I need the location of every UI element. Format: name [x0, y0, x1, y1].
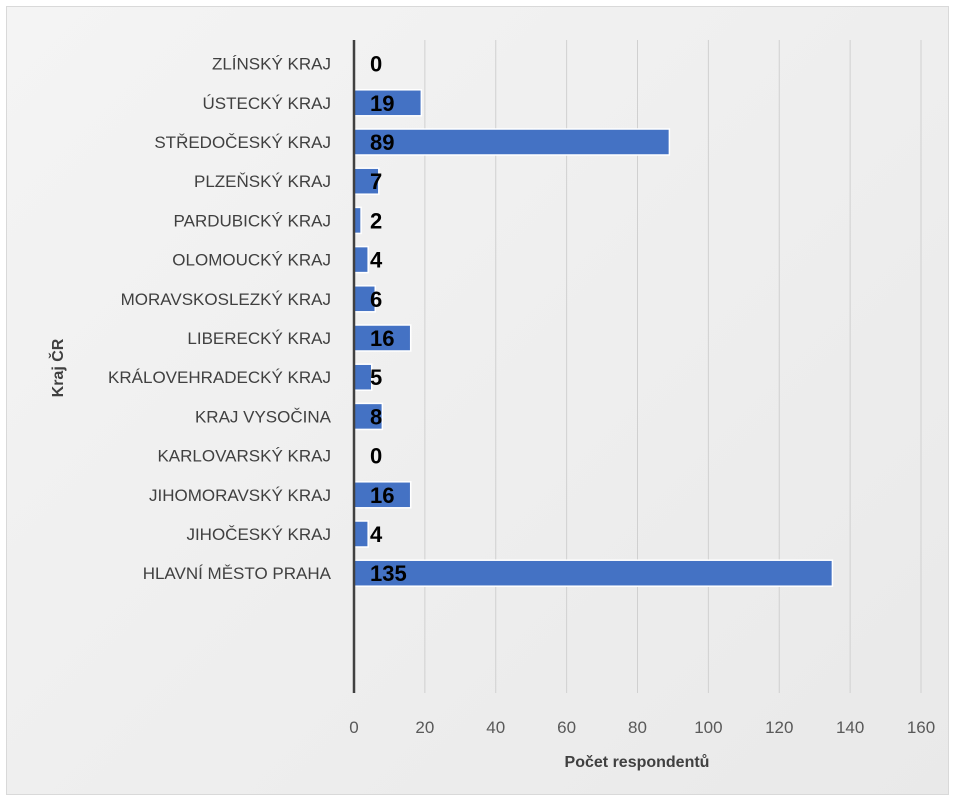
category-label: JIHOČESKÝ KRAJ: [186, 525, 331, 544]
x-tick-label: 100: [694, 718, 722, 737]
y-axis-title: Kraj ČR: [48, 338, 67, 397]
data-label: 16: [370, 326, 394, 351]
data-label: 16: [370, 483, 394, 508]
x-tick-label: 40: [486, 718, 505, 737]
category-label: MORAVSKOSLEZKÝ KRAJ: [121, 290, 331, 309]
data-label: 8: [370, 404, 382, 429]
category-label: KRÁLOVEHRADECKÝ KRAJ: [108, 368, 331, 387]
x-tick-label: 20: [415, 718, 434, 737]
bars: [353, 89, 834, 587]
data-label: 0: [370, 52, 382, 77]
category-label: ÚSTECKÝ KRAJ: [203, 94, 331, 113]
x-tick-labels: 0 20 40 60 80 100 120 140 160: [349, 718, 935, 737]
x-tick-label: 0: [349, 718, 358, 737]
data-label: 5: [370, 365, 382, 390]
bar: [353, 167, 380, 195]
data-label: 4: [370, 522, 383, 547]
data-label: 19: [370, 91, 394, 116]
category-labels: ZLÍNSKÝ KRAJ ÚSTECKÝ KRAJ STŘEDOČESKÝ KRAJ…: [108, 55, 332, 584]
bar: [353, 245, 369, 274]
data-label: 0: [370, 444, 382, 469]
data-label: 6: [370, 287, 382, 312]
category-label: KARLOVARSKÝ KRAJ: [157, 447, 331, 466]
category-label: JIHOMORAVSKÝ KRAJ: [149, 486, 331, 505]
data-labels: 0 19 89 7 2 4 6 16 5 8 0 16 4 135: [370, 52, 407, 587]
x-tick-label: 140: [836, 718, 864, 737]
category-label: ZLÍNSKÝ KRAJ: [212, 55, 331, 74]
bar: [353, 402, 384, 431]
category-label: PARDUBICKÝ KRAJ: [174, 211, 331, 230]
bar: [353, 520, 369, 548]
bar: [353, 481, 412, 509]
category-label: PLZEŇSKÝ KRAJ: [194, 172, 331, 191]
x-tick-label: 80: [628, 718, 647, 737]
x-tick-label: 120: [765, 718, 793, 737]
x-axis-title: Počet respondentů: [565, 754, 710, 771]
bar: [353, 559, 834, 587]
data-label: 7: [370, 169, 382, 194]
x-tick-label: 160: [907, 718, 935, 737]
category-label: KRAJ VYSOČINA: [195, 407, 332, 426]
data-label: 89: [370, 130, 394, 155]
data-label: 2: [370, 208, 382, 233]
category-label: OLOMOUCKÝ KRAJ: [172, 251, 331, 270]
bar: [353, 89, 423, 117]
x-tick-label: 60: [557, 718, 576, 737]
category-label: LIBERECKÝ KRAJ: [187, 329, 331, 348]
bar: [353, 128, 671, 156]
category-label: STŘEDOČESKÝ KRAJ: [154, 133, 331, 152]
category-label: HLAVNÍ MĚSTO PRAHA: [143, 564, 332, 583]
data-label: 4: [370, 248, 383, 273]
data-label: 135: [370, 561, 407, 586]
